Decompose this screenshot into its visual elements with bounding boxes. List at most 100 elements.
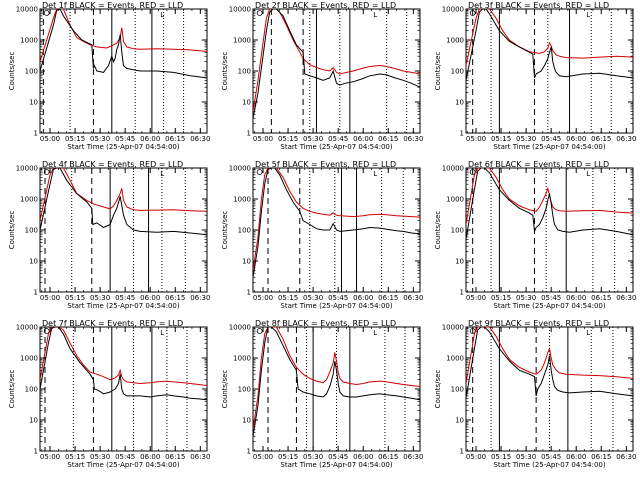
x-tick-label: 05:30 xyxy=(516,453,536,461)
plot-frame xyxy=(252,8,421,134)
panel-title: Det 5f BLACK = Events, RED = LLD xyxy=(255,160,396,169)
y-tick-label: 1000 xyxy=(446,355,464,363)
x-tick-label: 05:30 xyxy=(90,294,110,302)
corner-marker-label: L xyxy=(586,329,590,337)
y-tick-label: 10000 xyxy=(442,165,464,173)
y-tick-label: 100 xyxy=(238,68,251,76)
corner-marker-label: L xyxy=(373,170,377,178)
y-tick-label: 10000 xyxy=(229,165,251,173)
corner-marker-label: L xyxy=(586,170,590,178)
x-tick-label: 05:00 xyxy=(466,453,486,461)
series-events-line xyxy=(40,168,207,236)
x-tick-label: 06:00 xyxy=(566,294,586,302)
panel-3: Det 3f BLACK = Events, RED = LLD 1 10 100 10… xyxy=(434,1,636,151)
y-tick-label: 1000 xyxy=(233,355,251,363)
corner-circle-mark xyxy=(43,328,50,334)
x-tick-label: 05:45 xyxy=(541,294,561,302)
x-tick-label: 05:30 xyxy=(303,135,323,143)
x-tick-label: 05:15 xyxy=(491,453,511,461)
panel-4: Det 4f BLACK = Events, RED = LLD 1 10 100 10… xyxy=(8,160,210,310)
y-axis-title: Counts/sec xyxy=(434,52,442,91)
panel-title: Det 9f BLACK = Events, RED = LLD xyxy=(468,319,609,328)
y-tick-label: 1 xyxy=(34,448,38,456)
y-axis-title: Counts/sec xyxy=(221,211,229,250)
corner-marker-label: L xyxy=(373,11,377,19)
corner-marker-label: L xyxy=(586,11,590,19)
y-tick-label: 10 xyxy=(455,258,464,266)
x-tick-label: 06:30 xyxy=(616,294,636,302)
panel-title: Det 2f BLACK = Events, RED = LLD xyxy=(255,1,396,10)
x-tick-label: 06:15 xyxy=(591,453,611,461)
corner-circle-mark xyxy=(469,169,476,175)
y-tick-label: 10000 xyxy=(229,324,251,332)
series-events-line xyxy=(253,9,420,119)
x-tick-label: 05:00 xyxy=(466,135,486,143)
series-events-line xyxy=(253,168,420,278)
y-tick-label: 10 xyxy=(29,99,38,107)
x-tick-label: 06:15 xyxy=(165,453,185,461)
corner-circle-mark xyxy=(256,10,263,16)
x-axis-title: Start Time (25-Apr-07 04:54:00) xyxy=(280,143,392,151)
x-tick-label: 05:15 xyxy=(491,135,511,143)
y-tick-label: 10000 xyxy=(16,324,38,332)
x-axis-title: Start Time (25-Apr-07 04:54:00) xyxy=(493,302,605,310)
y-tick-label: 100 xyxy=(451,386,464,394)
x-tick-label: 05:45 xyxy=(328,453,348,461)
x-tick-label: 06:00 xyxy=(140,453,160,461)
y-tick-label: 1 xyxy=(460,448,464,456)
x-tick-label: 06:30 xyxy=(190,453,210,461)
corner-marker-label: L xyxy=(160,170,164,178)
y-tick-label: 10 xyxy=(242,258,251,266)
y-tick-label: 1000 xyxy=(20,196,38,204)
x-tick-label: 05:45 xyxy=(115,135,135,143)
x-tick-label: 05:30 xyxy=(90,135,110,143)
x-tick-label: 05:30 xyxy=(516,135,536,143)
x-tick-label: 06:30 xyxy=(616,453,636,461)
x-tick-label: 06:00 xyxy=(140,294,160,302)
x-tick-label: 06:00 xyxy=(353,453,373,461)
series-events-line xyxy=(40,9,207,79)
x-tick-label: 05:00 xyxy=(40,135,60,143)
panel-5: Det 5f BLACK = Events, RED = LLD 1 10 100 10… xyxy=(221,160,423,310)
y-tick-label: 10 xyxy=(29,258,38,266)
y-axis-title: Counts/sec xyxy=(221,52,229,91)
panel-8: Det 8f BLACK = Events, RED = LLD 1 10 100 10… xyxy=(221,319,423,469)
x-tick-label: 06:30 xyxy=(403,294,423,302)
x-tick-label: 05:30 xyxy=(90,453,110,461)
x-tick-label: 05:30 xyxy=(516,294,536,302)
y-tick-label: 10000 xyxy=(16,6,38,14)
x-tick-label: 05:00 xyxy=(253,294,273,302)
x-tick-label: 05:15 xyxy=(278,453,298,461)
y-tick-label: 10000 xyxy=(229,6,251,14)
corner-circle-mark xyxy=(43,169,50,175)
x-tick-label: 05:45 xyxy=(115,294,135,302)
x-tick-label: 06:00 xyxy=(353,294,373,302)
x-tick-label: 06:15 xyxy=(591,135,611,143)
x-tick-label: 05:45 xyxy=(328,294,348,302)
series-events-line xyxy=(466,327,633,399)
x-tick-label: 06:30 xyxy=(403,135,423,143)
x-tick-label: 06:00 xyxy=(140,135,160,143)
panel-title: Det 1f BLACK = Events, RED = LLD xyxy=(42,1,183,10)
corner-marker-label: L xyxy=(373,329,377,337)
x-tick-label: 06:15 xyxy=(378,135,398,143)
x-tick-label: 05:15 xyxy=(278,135,298,143)
x-tick-label: 05:00 xyxy=(253,453,273,461)
y-tick-label: 1 xyxy=(34,130,38,138)
y-axis-title: Counts/sec xyxy=(434,370,442,409)
y-axis-title: Counts/sec xyxy=(8,370,16,409)
y-tick-label: 1000 xyxy=(446,196,464,204)
series-lld-line xyxy=(40,9,207,62)
panel-title: Det 3f BLACK = Events, RED = LLD xyxy=(468,1,609,10)
y-tick-label: 1 xyxy=(34,289,38,297)
panel-2: Det 2f BLACK = Events, RED = LLD 1 10 100 10… xyxy=(221,1,423,151)
y-tick-label: 1 xyxy=(460,130,464,138)
series-lld-line xyxy=(253,168,420,271)
y-axis-title: Counts/sec xyxy=(8,211,16,250)
y-axis-title: Counts/sec xyxy=(8,52,16,91)
y-tick-label: 100 xyxy=(451,227,464,235)
y-tick-label: 10 xyxy=(242,417,251,425)
x-tick-label: 06:00 xyxy=(566,135,586,143)
panel-title: Det 7f BLACK = Events, RED = LLD xyxy=(42,319,183,328)
